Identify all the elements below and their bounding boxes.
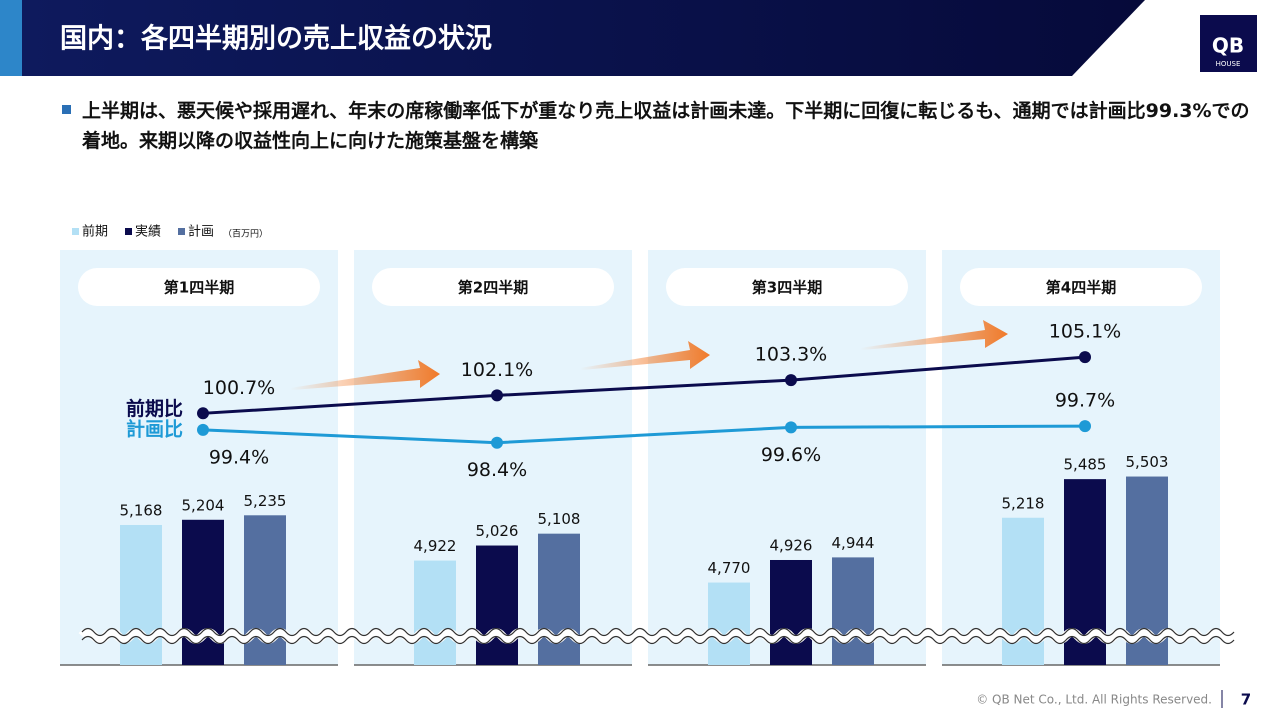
axis-break [78,628,1238,644]
bar-value-label: 5,218 [1002,494,1045,512]
trend-arrow [860,320,1008,350]
bar-value-label: 5,503 [1126,453,1169,471]
series-label: 計画比 [126,417,183,440]
ratio-point [1079,351,1091,364]
bar [476,545,518,665]
ratio-point [785,374,797,387]
bar [832,557,874,665]
bar-value-label: 5,168 [120,501,163,519]
bar-value-label: 4,926 [770,536,813,554]
ratio-label: 99.4% [209,446,269,468]
legend-swatch [72,228,79,235]
header-accent [0,0,22,76]
header: 国内：各四半期別の売上収益の状況 QB HOUSE [0,0,1257,76]
ratio-line [202,424,1086,445]
category-label: 第1四半期 [164,279,234,297]
legend-label: 実績 [135,224,161,240]
ratio-label: 103.3% [755,344,827,366]
legend-label: 前期 [82,224,108,240]
bar-value-label: 5,204 [182,496,225,514]
quarter-panel [942,250,1220,665]
panels [60,250,1220,665]
quarter-pill [666,268,908,306]
category-label: 第3四半期 [752,279,822,297]
copyright: © QB Net Co., Ltd. All Rights Reserved. [976,693,1212,707]
bar-value-label: 5,485 [1064,456,1107,474]
quarter-pill [372,268,614,306]
bar [244,515,286,665]
quarter-panel [60,250,338,665]
bar [538,533,580,665]
logo-text: QB [1212,34,1244,58]
quarter-panel [648,250,926,665]
axis-break [81,627,1235,637]
ratio-point [197,423,209,436]
bar [1064,479,1106,665]
legend-label: 計画 [188,224,214,240]
category-label: 第4四半期 [1046,279,1116,297]
bar-value-label: 5,108 [538,510,581,528]
quarter-panel [354,250,632,665]
bar-value-label: 4,944 [832,534,875,552]
bar [182,519,224,665]
bar [770,559,812,665]
quarter-pill [78,268,320,306]
legend-swatch [178,228,185,235]
ratio-label: 99.7% [1055,390,1115,412]
category-label: 第2四半期 [458,279,528,297]
ratio-label: 102.1% [461,359,533,381]
bar-value-label: 5,026 [476,522,519,540]
ratio-point [785,421,797,434]
axis-break [81,635,1235,645]
bar [414,560,456,665]
logo-sub: HOUSE [1216,60,1241,68]
ratio-line [202,355,1086,415]
bar [120,524,162,665]
quarter-pill [960,268,1202,306]
unit-label: （百万円） [223,229,268,240]
ratio-label: 99.6% [761,444,821,466]
legend-swatch [125,228,132,235]
bar [1126,476,1168,665]
trend-arrow [580,341,710,370]
bar-value-label: 4,770 [708,559,751,577]
page-title: 国内：各四半期別の売上収益の状況 [60,23,492,55]
ratio-label: 105.1% [1049,321,1121,343]
summary: 上半期は、悪天候や採用遅れ、年末の席稼働率低下が重なり売上収益は計画未達。下半期… [62,96,1252,156]
bar [708,582,750,665]
bar-value-label: 4,922 [414,537,457,555]
ratio-label: 98.4% [467,459,527,481]
ratio-label: 100.7% [203,377,275,399]
series-label: 前期比 [126,397,183,420]
page-number: 7 [1241,691,1251,709]
bar [1002,517,1044,665]
ratio-point [491,436,503,449]
ratio-point [197,407,209,420]
trend-arrow [290,360,440,390]
ratio-point [491,389,503,402]
header-bar [0,0,1145,76]
logo [1200,15,1257,72]
bar-value-label: 5,235 [244,492,287,510]
ratio-point [1079,420,1091,433]
